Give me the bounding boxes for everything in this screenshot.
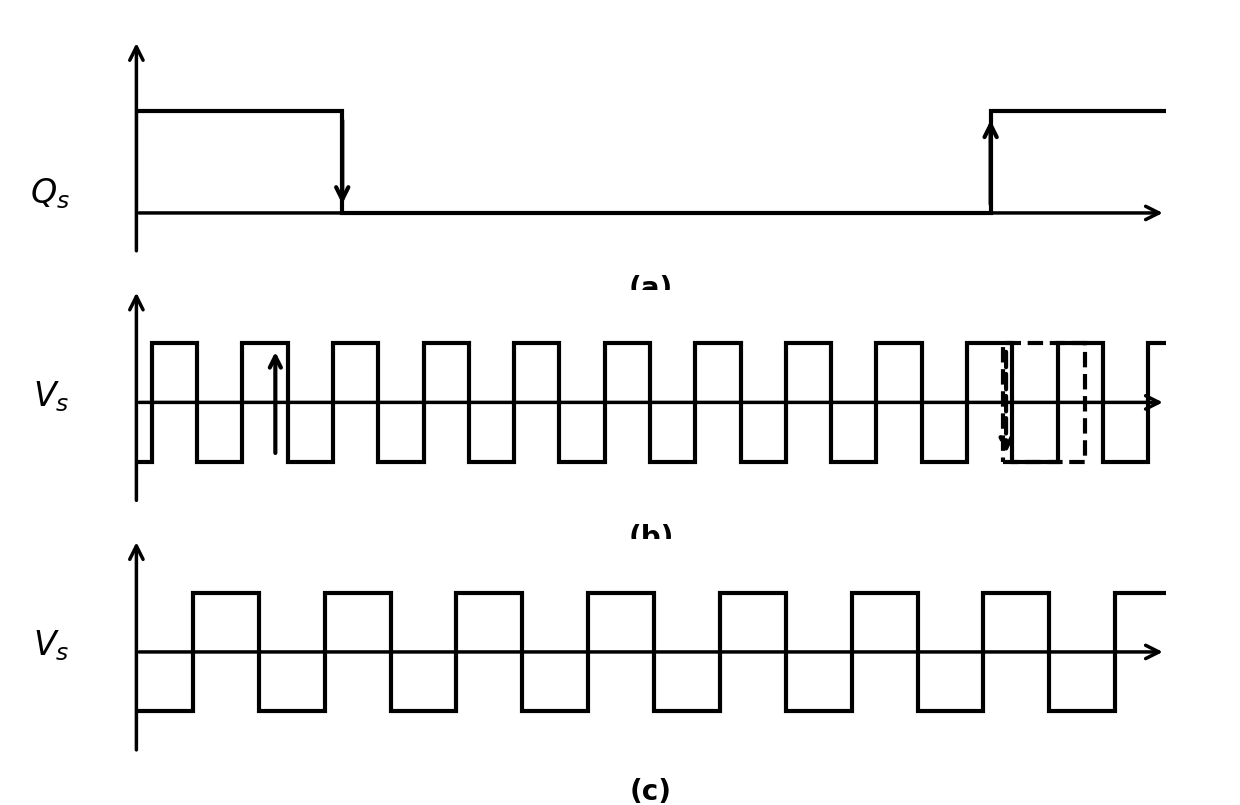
Text: (c): (c) <box>630 778 672 805</box>
Text: $V_s$: $V_s$ <box>33 379 69 414</box>
Text: $V_s$: $V_s$ <box>33 629 69 663</box>
Text: $Q_s$: $Q_s$ <box>30 176 69 211</box>
Text: (b): (b) <box>629 525 673 552</box>
Text: (a): (a) <box>629 275 673 303</box>
